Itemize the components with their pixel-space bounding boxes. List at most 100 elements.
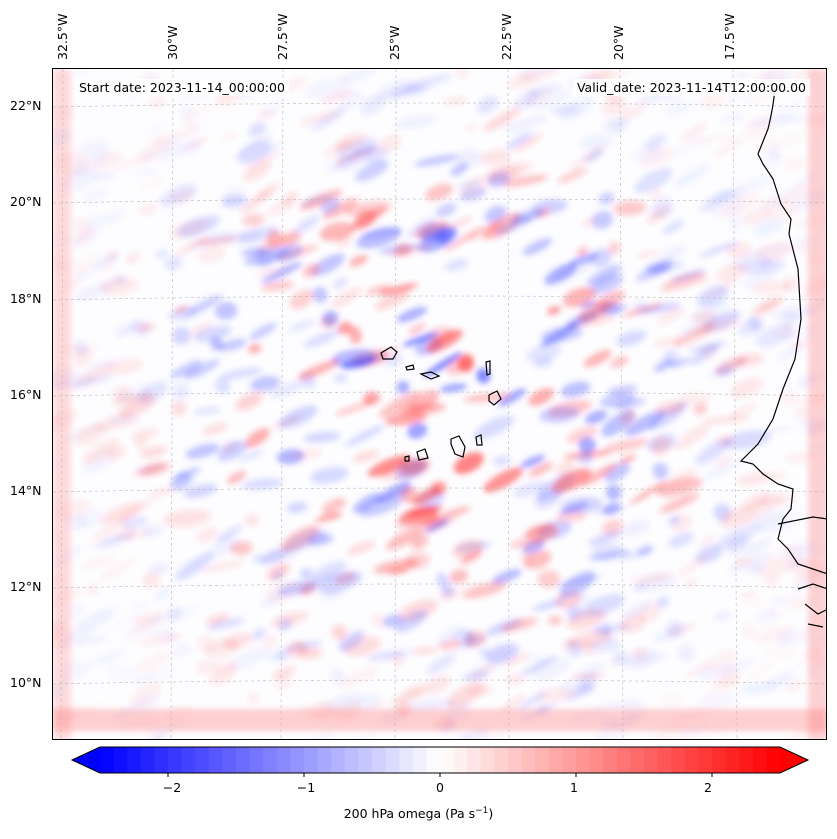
ascent-blob [261, 633, 278, 650]
descent-blob [237, 226, 280, 243]
descent-blob [644, 134, 666, 151]
colorbar-segment [263, 747, 278, 773]
ascent-blob [678, 554, 710, 576]
ascent-blob [444, 97, 467, 106]
descent-blob [588, 531, 623, 546]
boundary-band [53, 709, 826, 731]
island-sao-vicente [405, 364, 415, 371]
ascent-blob [683, 577, 699, 589]
ascent-blob [344, 201, 392, 217]
descent-blob [655, 596, 670, 608]
descent-blob [755, 522, 796, 531]
descent-blob [578, 436, 596, 454]
ascent-blob [374, 558, 420, 574]
descent-blob [723, 430, 772, 450]
ascent-blob [247, 150, 283, 169]
colorbar-segment [630, 747, 645, 773]
ascent-blob [659, 493, 700, 514]
descent-blob [322, 310, 339, 326]
descent-blob [185, 443, 220, 459]
ascent-blob [140, 461, 169, 476]
descent-blob [539, 406, 580, 423]
ascent-blob [453, 452, 484, 475]
descent-blob [672, 164, 712, 189]
lat-label-14n: 14°N [10, 483, 42, 498]
ascent-blob [196, 527, 219, 543]
colorbar-segment [440, 747, 455, 773]
ascent-blob [608, 241, 621, 255]
ascent-blob [384, 412, 427, 426]
ascent-blob [412, 485, 442, 506]
lon-label-20w: 20°W [611, 25, 626, 60]
descent-blob [756, 324, 792, 348]
ascent-blob [673, 323, 715, 347]
colorbar-segment [739, 747, 754, 773]
ascent-blob [504, 673, 525, 686]
ascent-blob [640, 146, 676, 167]
ascent-blob [419, 518, 446, 529]
ascent-blob [331, 624, 347, 641]
ascent-blob [400, 486, 418, 504]
descent-blob [614, 397, 646, 410]
ascent-blob [242, 213, 265, 227]
ascent-blob [464, 580, 508, 599]
ascent-blob [750, 299, 781, 319]
descent-blob [643, 302, 681, 314]
ascent-blob [378, 391, 420, 418]
ascent-blob [314, 512, 343, 523]
ascent-blob [506, 74, 539, 89]
descent-blob [667, 515, 681, 526]
lat-label-20n: 20°N [10, 194, 42, 209]
descent-blob [763, 425, 795, 434]
descent-blob [154, 587, 173, 601]
ascent-blob [82, 438, 120, 464]
descent-blob [703, 461, 739, 479]
descent-blob [76, 271, 91, 280]
descent-blob [590, 622, 610, 633]
descent-blob [699, 241, 739, 258]
ascent-blob [566, 426, 598, 444]
descent-blob [424, 519, 450, 533]
descent-blob [520, 454, 546, 468]
colorbar-segment [195, 747, 210, 773]
ascent-blob [245, 514, 259, 527]
descent-blob [168, 306, 197, 321]
colorbar-segment [181, 747, 196, 773]
descent-blob [445, 259, 468, 271]
ascent-blob [332, 287, 362, 308]
colorbar-segment [154, 747, 169, 773]
descent-blob [756, 609, 780, 622]
descent-blob [624, 410, 665, 436]
ascent-blob [794, 408, 812, 418]
descent-blob [72, 609, 114, 634]
ascent-blob [426, 329, 463, 353]
descent-blob [303, 431, 341, 443]
ascent-blob [603, 438, 649, 453]
ascent-blob [223, 632, 253, 649]
descent-blob [621, 521, 650, 536]
ascent-blob [73, 362, 117, 387]
descent-blob [456, 180, 482, 190]
colorbar-segment [168, 747, 183, 773]
ascent-blob [134, 436, 148, 451]
descent-blob [653, 628, 679, 643]
descent-blob [534, 488, 562, 509]
island-santiago [450, 435, 466, 458]
descent-blob [764, 150, 782, 166]
descent-blob [591, 210, 614, 229]
ascent-blob [581, 216, 597, 228]
ascent-blob [96, 557, 138, 583]
ascent-blob [791, 69, 821, 84]
descent-blob [664, 100, 688, 114]
ascent-blob [658, 469, 698, 493]
descent-blob [312, 286, 328, 304]
descent-blob [476, 96, 499, 114]
colorbar-title: 200 hPa omega (Pa s−1) [0, 806, 837, 821]
ascent-blob [348, 212, 379, 234]
descent-blob [293, 215, 320, 235]
ascent-blob [113, 154, 152, 171]
descent-blob [590, 637, 620, 653]
colorbar-segment [766, 747, 781, 773]
valid-date-label: Valid_date: 2023-11-14T12:00:00.00 [572, 79, 810, 96]
descent-blob [149, 562, 171, 574]
